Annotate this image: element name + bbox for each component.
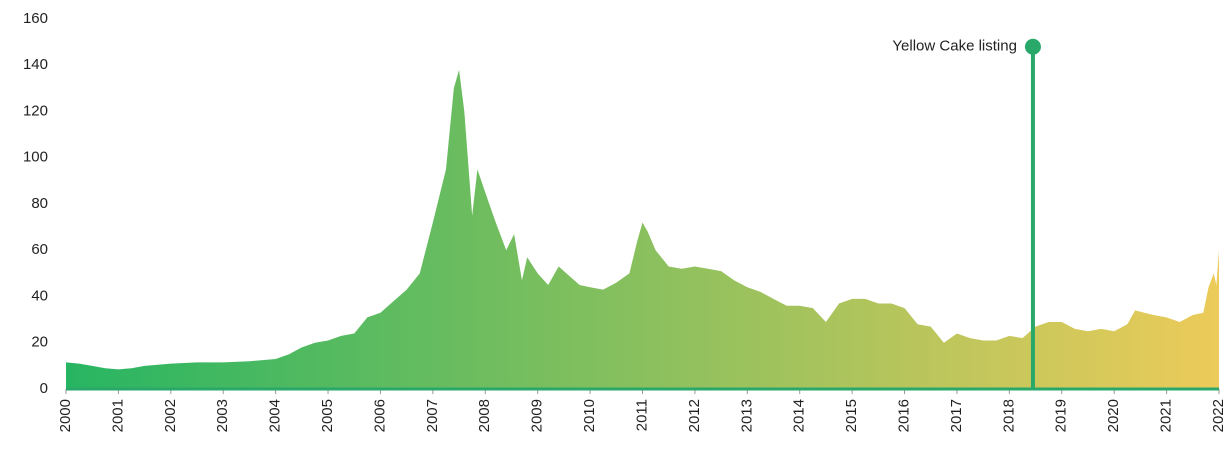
x-tick-label: 2015	[843, 399, 860, 432]
y-tick-label: 160	[23, 10, 48, 27]
x-tick-label: 2004	[267, 399, 284, 432]
y-tick-label: 80	[31, 195, 48, 212]
x-tick-label: 2006	[371, 399, 388, 432]
y-tick-label: 120	[23, 102, 48, 119]
y-tick-label: 140	[23, 56, 48, 73]
x-tick-label: 2019	[1053, 399, 1070, 432]
x-tick-label: 2001	[109, 399, 126, 432]
x-tick-label: 2009	[529, 399, 546, 432]
annotation-label: Yellow Cake listing	[892, 38, 1017, 55]
y-tick-label: 0	[40, 380, 48, 397]
annotation-dot	[1024, 38, 1041, 55]
x-tick-label: 2020	[1105, 399, 1122, 432]
x-tick-label: 2016	[896, 399, 913, 432]
y-tick-label: 60	[31, 241, 48, 258]
x-tick-label: 2017	[948, 399, 965, 432]
x-tick-label: 2007	[424, 399, 441, 432]
x-tick-label: 2002	[162, 399, 179, 432]
y-tick-label: 40	[31, 287, 48, 304]
x-tick-label: 2005	[319, 399, 336, 432]
y-tick-label: 100	[23, 149, 48, 166]
x-tick-label: 2003	[214, 399, 231, 432]
x-tick-label: 2013	[738, 399, 755, 432]
area	[66, 69, 1219, 389]
x-tick-label: 2012	[686, 399, 703, 432]
x-tick-label: 2008	[476, 399, 493, 432]
x-tick-label: 2000	[57, 399, 74, 432]
x-tick-label: 2021	[1158, 399, 1175, 432]
y-tick-label: 20	[31, 334, 48, 351]
x-tick-label: 2011	[633, 399, 650, 431]
x-tick-label: 2014	[791, 399, 808, 432]
x-tick-label: 2022	[1210, 399, 1225, 432]
x-tick-label: 2018	[1000, 399, 1017, 432]
x-tick-label: 2010	[581, 399, 598, 432]
